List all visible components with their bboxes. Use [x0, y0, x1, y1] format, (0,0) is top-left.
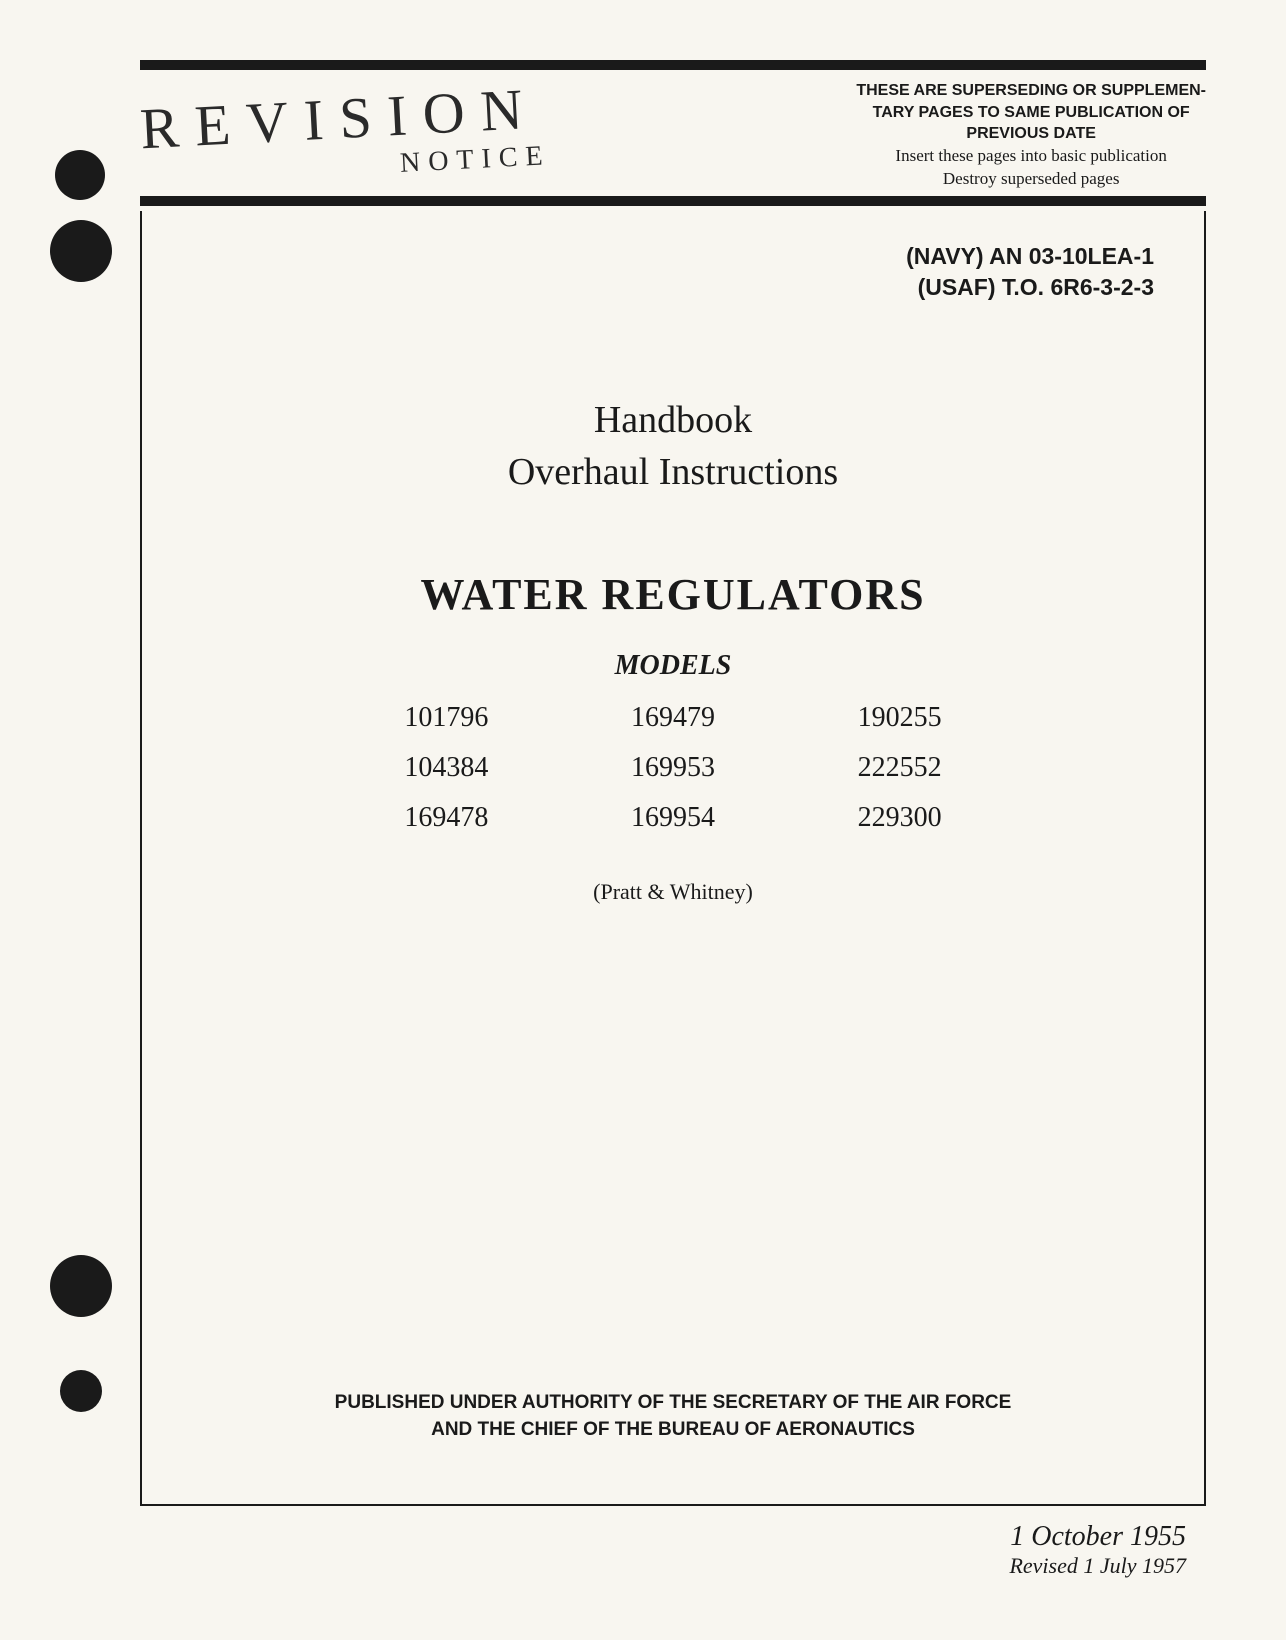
supplementary-line-2: TARY PAGES TO SAME PUBLICATION OF [856, 102, 1206, 124]
authority-statement: PUBLISHED UNDER AUTHORITY OF THE SECRETA… [142, 1390, 1204, 1443]
main-title: Handbook Overhaul Instructions WATER REG… [192, 398, 1154, 682]
title-water-regulators: WATER REGULATORS [192, 569, 1154, 620]
supplementary-line-5: Destroy superseded pages [856, 168, 1206, 191]
model-number: 229300 [806, 802, 993, 834]
supplementary-line-1: THESE ARE SUPERSEDING OR SUPPLEMEN- [856, 80, 1206, 102]
manufacturer: (Pratt & Whitney) [192, 879, 1154, 905]
model-number: 169478 [353, 802, 540, 834]
navy-doc-number: (NAVY) AN 03-10LEA-1 [192, 241, 1154, 272]
model-number: 104384 [353, 752, 540, 784]
models-grid: 101796 169479 190255 104384 169953 22255… [353, 702, 993, 834]
title-handbook: Handbook [192, 398, 1154, 442]
title-overhaul: Overhaul Instructions [192, 450, 1154, 494]
authority-line-1: PUBLISHED UNDER AUTHORITY OF THE SECRETA… [212, 1390, 1134, 1417]
header-bottom-rule [140, 196, 1206, 206]
model-number: 169479 [580, 702, 767, 734]
content-box: (NAVY) AN 03-10LEA-1 (USAF) T.O. 6R6-3-2… [140, 211, 1206, 1506]
supplementary-text: THESE ARE SUPERSEDING OR SUPPLEMEN- TARY… [856, 75, 1206, 191]
models-label: MODELS [192, 650, 1154, 682]
page-container: REVISION NOTICE THESE ARE SUPERSEDING OR… [0, 0, 1286, 1640]
authority-line-2: AND THE CHIEF OF THE BUREAU OF AERONAUTI… [212, 1417, 1134, 1444]
model-number: 222552 [806, 752, 993, 784]
supplementary-line-4: Insert these pages into basic publicatio… [856, 145, 1206, 168]
model-number: 169953 [580, 752, 767, 784]
model-number: 101796 [353, 702, 540, 734]
supplementary-line-3: PREVIOUS DATE [856, 123, 1206, 145]
original-date: 1 October 1955 [140, 1521, 1186, 1553]
header-section: REVISION NOTICE THESE ARE SUPERSEDING OR… [140, 60, 1206, 206]
notice-text: NOTICE [399, 140, 551, 180]
header-top-rule [140, 60, 1206, 70]
model-number: 169954 [580, 802, 767, 834]
header-content: REVISION NOTICE THESE ARE SUPERSEDING OR… [140, 75, 1206, 196]
model-number: 190255 [806, 702, 993, 734]
revised-date: Revised 1 July 1957 [140, 1553, 1186, 1579]
date-section: 1 October 1955 Revised 1 July 1957 [140, 1521, 1206, 1579]
document-numbers: (NAVY) AN 03-10LEA-1 (USAF) T.O. 6R6-3-2… [192, 241, 1154, 303]
revision-notice-block: REVISION NOTICE [140, 75, 551, 176]
usaf-doc-number: (USAF) T.O. 6R6-3-2-3 [192, 272, 1154, 303]
